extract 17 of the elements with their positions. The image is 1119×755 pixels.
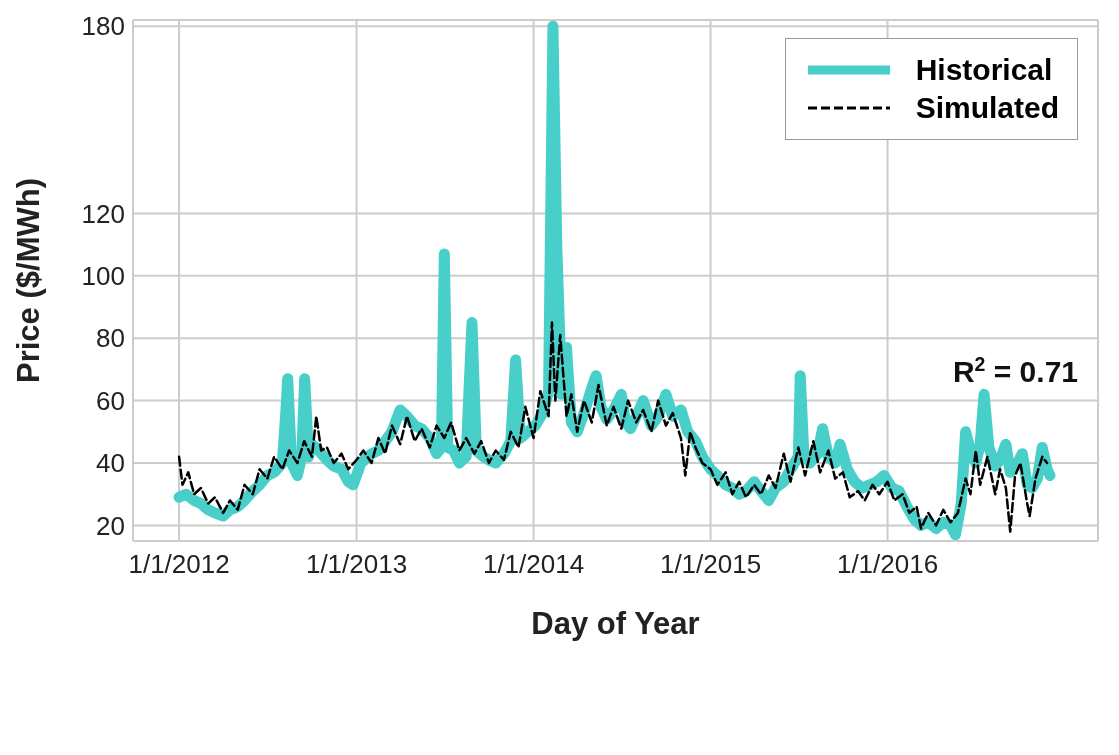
y-tick-label: 40 <box>96 448 125 479</box>
y-tick-label: 60 <box>96 385 125 416</box>
annotation: R$^{2}$ = 0.71 <box>952 352 1078 388</box>
y-tick-label: 100 <box>81 261 125 292</box>
x-axis-title: Day of Year <box>531 606 700 641</box>
y-tick-label: 180 <box>81 11 125 42</box>
y-tick-label: 120 <box>81 198 125 229</box>
x-tick-label: 1/1/2012 <box>128 549 230 580</box>
y-tick-label: 20 <box>96 510 125 541</box>
y-axis-title: Price ($/MWh) <box>11 178 47 383</box>
x-tick-label: 1/1/2014 <box>482 549 585 580</box>
x-tick-label: 1/1/2015 <box>659 549 762 580</box>
legend-label: Historical <box>915 53 1053 87</box>
x-tick-label: 1/1/2013 <box>305 549 408 580</box>
x-tick-label: 1/1/2016 <box>836 549 939 580</box>
y-tick-label: 80 <box>96 323 125 354</box>
legend-label: Simulated <box>915 91 1059 125</box>
